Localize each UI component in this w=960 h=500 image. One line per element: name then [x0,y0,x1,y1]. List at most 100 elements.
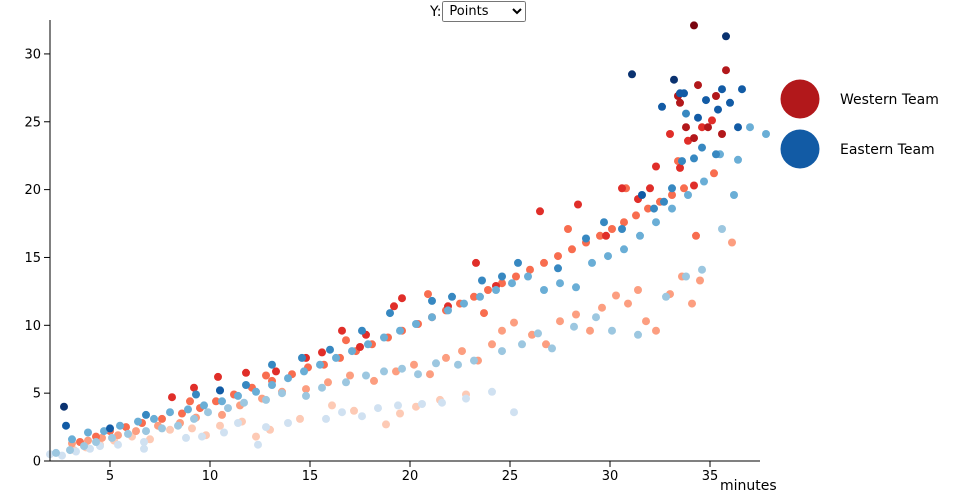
data-point [660,197,668,206]
data-point [662,292,670,301]
data-point [738,85,746,94]
data-point [158,414,166,423]
legend-swatch [780,79,820,119]
data-point [548,344,556,353]
data-point [234,391,242,400]
data-point [652,218,660,227]
y-tick-label: 15 [24,251,41,266]
data-point [598,303,606,312]
data-point [666,130,674,138]
data-point [540,258,548,267]
data-point [582,234,590,243]
data-point [702,96,710,105]
data-point [52,448,60,457]
data-point [410,360,418,369]
data-point [646,184,654,193]
data-point [708,116,716,125]
data-point [72,447,80,456]
data-point [398,364,406,373]
y-tick-label: 5 [33,387,41,402]
data-point [284,419,292,427]
data-point [636,231,644,240]
data-point [698,143,706,152]
y-axis-control: Y: Points [430,1,527,22]
data-point [460,299,468,308]
x-tick-label: 10 [202,469,219,484]
data-point [302,391,310,400]
data-point [718,85,726,94]
data-point [514,258,522,267]
y-selector-label: Y: [430,3,442,20]
points-layer [46,21,770,460]
data-point [612,291,620,300]
data-point [676,98,684,107]
data-point [492,286,500,294]
data-point [498,279,506,288]
data-point [574,200,582,209]
data-point [66,446,74,455]
data-point [216,421,224,430]
data-point [242,368,250,377]
data-point [444,306,452,315]
data-point [262,423,270,432]
data-point [592,313,600,322]
data-point [278,389,286,398]
data-point [432,359,440,368]
data-point [174,421,182,430]
data-point [324,378,332,387]
data-point [676,163,684,172]
y-tick-label: 0 [33,455,41,470]
data-point [508,279,516,288]
data-point [604,252,612,261]
data-point [252,387,260,396]
data-point [690,154,698,163]
data-point [712,150,720,159]
data-point [58,451,66,460]
data-point [618,225,626,233]
data-point [298,353,306,362]
data-point [542,340,550,349]
y-variable-select[interactable]: Points [442,1,527,22]
data-point [476,292,484,301]
data-point [572,310,580,319]
x-tick-label: 5 [106,469,114,484]
data-point [442,353,450,362]
data-point [684,136,692,145]
x-tick-label: 15 [302,469,319,484]
data-point [624,299,632,308]
data-point [698,265,706,274]
data-point [166,408,174,417]
data-point [642,317,650,326]
data-point [80,442,88,451]
axes-layer [49,20,760,462]
data-point [734,155,742,164]
data-point [190,414,198,423]
data-point [84,428,92,437]
data-point [122,423,130,432]
data-point [564,225,572,233]
data-point [692,231,700,240]
data-point [316,360,324,369]
legend-swatch [780,129,820,169]
data-point [198,432,206,441]
data-point [454,360,462,369]
data-point [512,272,520,281]
series-eastern-team [46,32,770,460]
data-point [554,252,562,261]
data-point [166,425,174,434]
data-point [184,405,192,414]
data-point [700,177,708,186]
data-point [704,123,712,132]
y-tick-label: 30 [24,47,41,62]
data-point [426,370,434,379]
data-point [428,296,436,305]
data-point [588,258,596,267]
data-point [188,424,196,433]
data-point [586,326,594,335]
data-point [142,427,150,436]
data-point [356,343,364,351]
ticks-layer: 5 10 15 20 25 30 35 0 5 10 15 20 25 30 [24,47,718,484]
x-tick-label: 30 [602,469,619,484]
data-point [658,102,666,111]
